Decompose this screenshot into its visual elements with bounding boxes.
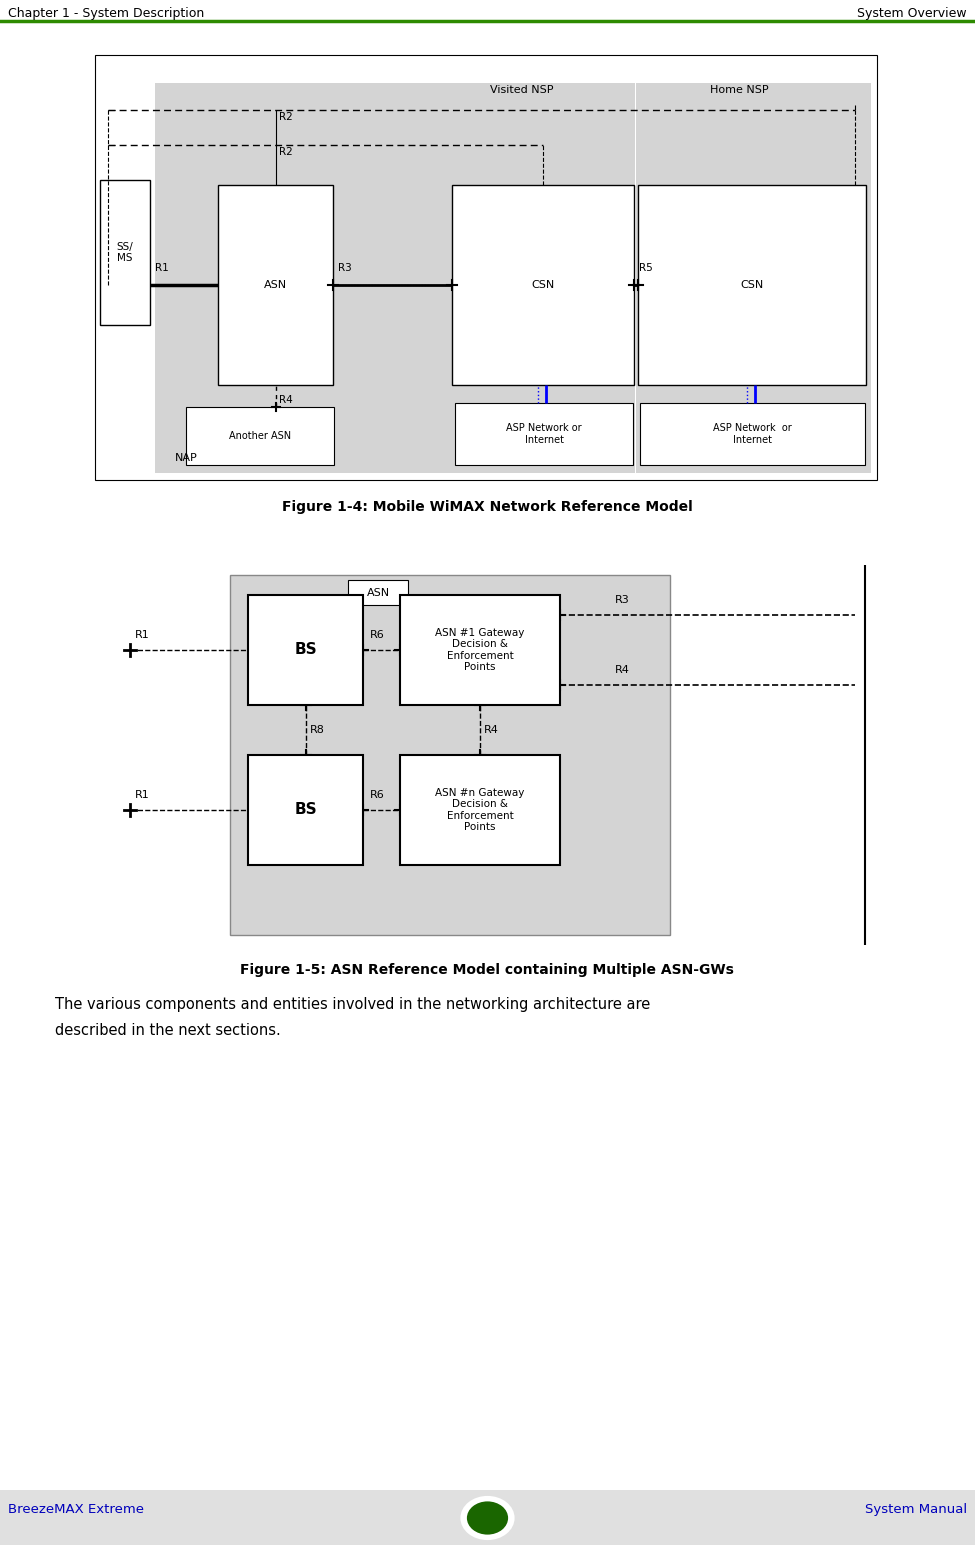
Ellipse shape bbox=[465, 1500, 510, 1536]
Text: BreezeMAX Extreme: BreezeMAX Extreme bbox=[8, 1503, 144, 1516]
Text: R1: R1 bbox=[135, 630, 150, 640]
Text: R6: R6 bbox=[370, 630, 384, 640]
Ellipse shape bbox=[462, 1499, 513, 1537]
Bar bbox=[400, 756, 560, 865]
Text: 12: 12 bbox=[478, 1511, 497, 1525]
Text: Home NSP: Home NSP bbox=[710, 85, 768, 94]
Text: Figure 1-5: ASN Reference Model containing Multiple ASN-GWs: Figure 1-5: ASN Reference Model containi… bbox=[240, 963, 734, 976]
Text: R4: R4 bbox=[615, 664, 630, 675]
Text: R5: R5 bbox=[639, 263, 652, 273]
Text: R4: R4 bbox=[280, 396, 293, 405]
Text: R8: R8 bbox=[309, 725, 325, 735]
Text: ASN #1 Gateway
Decision &
Enforcement
Points: ASN #1 Gateway Decision & Enforcement Po… bbox=[435, 627, 525, 672]
Text: BS: BS bbox=[294, 643, 317, 658]
Bar bbox=[640, 403, 865, 465]
Bar bbox=[455, 403, 633, 465]
Text: Chapter 1 - System Description: Chapter 1 - System Description bbox=[8, 8, 204, 20]
Text: R1: R1 bbox=[155, 263, 169, 273]
Text: R6: R6 bbox=[370, 789, 384, 800]
Bar bbox=[452, 185, 634, 385]
Text: R3: R3 bbox=[338, 263, 352, 273]
Text: CSN: CSN bbox=[531, 280, 555, 290]
Bar bbox=[450, 83, 635, 473]
Text: R2: R2 bbox=[280, 147, 293, 158]
Text: The various components and entities involved in the networking architecture are: The various components and entities invo… bbox=[55, 997, 650, 1012]
Text: Visited NSP: Visited NSP bbox=[490, 85, 554, 94]
Bar bbox=[0, 1489, 975, 1545]
Bar bbox=[248, 595, 363, 705]
Text: BS: BS bbox=[294, 802, 317, 817]
Bar bbox=[218, 185, 333, 385]
Bar bbox=[248, 756, 363, 865]
Text: R1: R1 bbox=[135, 789, 150, 800]
Bar bbox=[400, 595, 560, 705]
Bar bbox=[230, 575, 670, 935]
Bar bbox=[638, 185, 866, 385]
Text: R3: R3 bbox=[615, 595, 630, 606]
Text: NAP: NAP bbox=[175, 453, 198, 463]
Text: CSN: CSN bbox=[740, 280, 763, 290]
Text: R4: R4 bbox=[484, 725, 499, 735]
Bar bbox=[348, 579, 408, 606]
Text: R2: R2 bbox=[280, 111, 293, 122]
Bar bbox=[186, 406, 334, 465]
Text: described in the next sections.: described in the next sections. bbox=[55, 1023, 281, 1038]
Text: Another ASN: Another ASN bbox=[229, 431, 292, 440]
Bar bbox=[636, 83, 871, 473]
Text: Figure 1-4: Mobile WiMAX Network Reference Model: Figure 1-4: Mobile WiMAX Network Referen… bbox=[282, 501, 692, 514]
Text: ASP Network  or
Internet: ASP Network or Internet bbox=[713, 423, 792, 445]
Text: SS/
MS: SS/ MS bbox=[117, 241, 134, 263]
Text: System Overview: System Overview bbox=[857, 8, 967, 20]
Text: ASN: ASN bbox=[367, 587, 390, 598]
Bar bbox=[100, 181, 150, 324]
Text: ASN #n Gateway
Decision &
Enforcement
Points: ASN #n Gateway Decision & Enforcement Po… bbox=[435, 788, 525, 833]
Text: ASP Network or
Internet: ASP Network or Internet bbox=[506, 423, 582, 445]
Text: ASN: ASN bbox=[264, 280, 287, 290]
Text: System Manual: System Manual bbox=[865, 1503, 967, 1516]
Bar bbox=[155, 83, 450, 473]
Bar bbox=[95, 56, 877, 480]
